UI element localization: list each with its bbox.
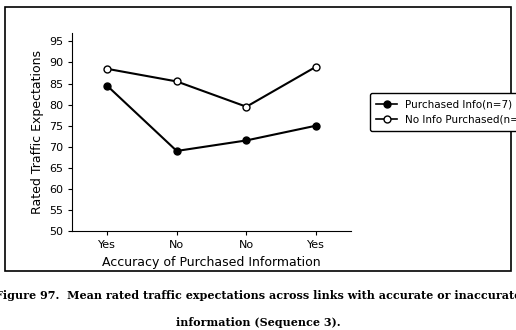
Text: Figure 97.  Mean rated traffic expectations across links with accurate or inaccu: Figure 97. Mean rated traffic expectatio… bbox=[0, 290, 516, 301]
Text: information (Sequence 3).: information (Sequence 3). bbox=[175, 317, 341, 328]
X-axis label: Accuracy of Purchased Information: Accuracy of Purchased Information bbox=[102, 255, 321, 269]
Purchased Info(n=7) bbox=[313, 124, 319, 128]
No Info Purchased(n=3) bbox=[244, 105, 250, 109]
Line: No Info Purchased(n=3): No Info Purchased(n=3) bbox=[104, 63, 319, 110]
No Info Purchased(n=3) bbox=[104, 67, 110, 71]
Legend: Purchased Info(n=7), No Info Purchased(n=3): Purchased Info(n=7), No Info Purchased(n… bbox=[370, 93, 516, 131]
Purchased Info(n=7) bbox=[104, 84, 110, 88]
No Info Purchased(n=3) bbox=[173, 80, 180, 83]
Purchased Info(n=7) bbox=[244, 139, 250, 143]
No Info Purchased(n=3) bbox=[313, 65, 319, 69]
Line: Purchased Info(n=7): Purchased Info(n=7) bbox=[104, 82, 319, 154]
Purchased Info(n=7) bbox=[173, 149, 180, 153]
Y-axis label: Rated Traffic Expectations: Rated Traffic Expectations bbox=[30, 50, 43, 214]
